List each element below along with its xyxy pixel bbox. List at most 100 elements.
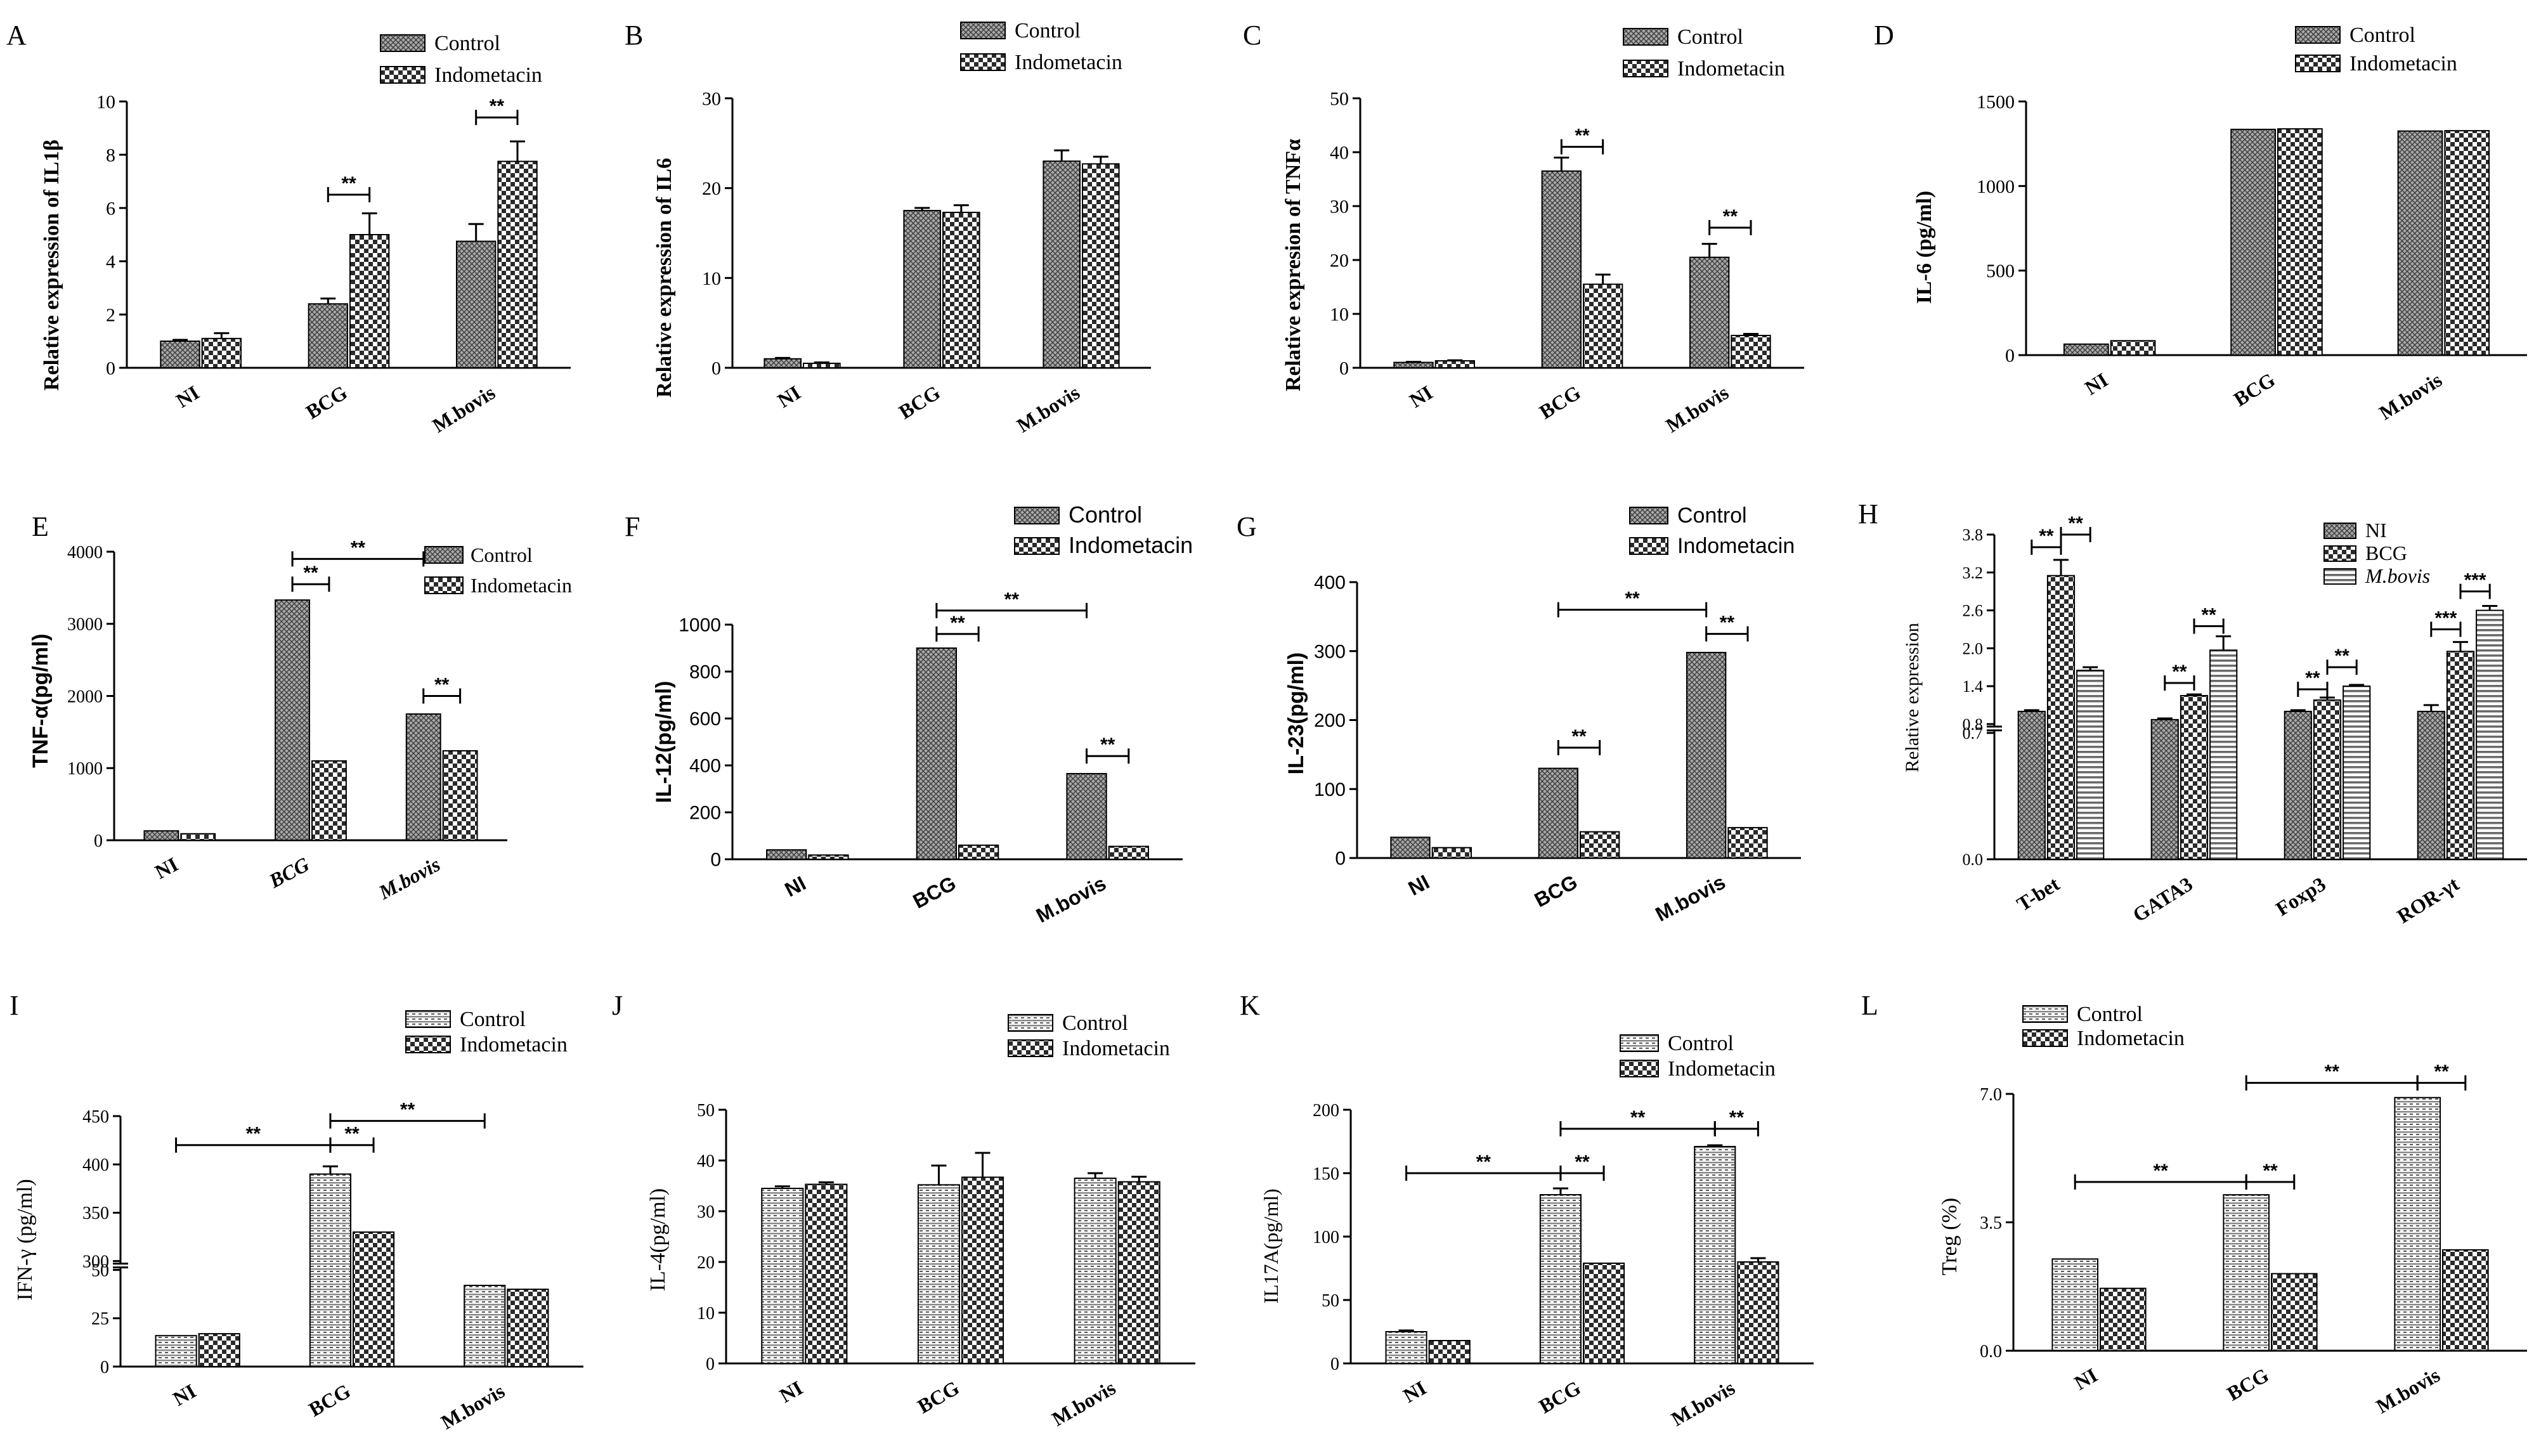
bar — [353, 1231, 395, 1367]
significance-label: ** — [2201, 604, 2216, 625]
x-tick-label: BCG — [1531, 870, 1582, 911]
bar — [456, 240, 497, 368]
significance-label: ** — [950, 613, 965, 634]
y-tick-label: 20 — [702, 178, 721, 199]
bar — [2076, 670, 2105, 860]
y-tick-label: 0 — [710, 850, 721, 871]
bar — [1393, 361, 1434, 368]
bar — [1108, 845, 1149, 861]
y-tick-label: 3.2 — [1963, 564, 1984, 582]
x-tick-label: NI — [773, 380, 804, 412]
panel-letter-D: D — [1874, 20, 1894, 51]
panel-letter-F: F — [625, 511, 640, 542]
y-tick-label: 10 — [702, 268, 721, 289]
bar — [1043, 160, 1081, 369]
panel-B: B Control Indometacin Relative expressio… — [625, 19, 1151, 437]
bar — [2476, 609, 2504, 861]
significance-label: ** — [1720, 613, 1735, 634]
x-tick-label: M.bovis — [428, 380, 499, 436]
y-tick-label: 0 — [2005, 346, 2015, 367]
bar — [349, 234, 390, 368]
legend-label: Control — [1668, 1032, 1734, 1055]
x-tick-label: BCG — [264, 852, 313, 892]
legend-label: Control — [1062, 1011, 1128, 1035]
bar — [2343, 686, 2371, 861]
y-tick-label: 0 — [1339, 358, 1349, 379]
y-tick-label: 400 — [689, 756, 721, 777]
y-tick-label: 0 — [1335, 848, 1346, 869]
y-axis-label: TNF-α(pg/ml) — [29, 634, 53, 768]
bar — [309, 1173, 351, 1367]
plot-area: 0 50 100 150 200 NI BCG M.bovis ** ** ** ** — [1313, 1101, 1814, 1431]
bar — [766, 849, 807, 860]
bar — [1385, 1331, 1427, 1364]
bar — [442, 750, 478, 841]
significance-label: ** — [2172, 661, 2187, 682]
legend-swatch — [1008, 1014, 1053, 1032]
y-tick-label: 10 — [96, 92, 115, 113]
bar — [1580, 831, 1620, 859]
y-tick-label: 1000 — [1977, 176, 2015, 197]
significance-label: ** — [246, 1124, 261, 1145]
significance-label: ** — [2154, 1160, 2169, 1181]
x-tick-label: NI — [1399, 1376, 1430, 1407]
significance-label: ** — [1625, 588, 1640, 609]
bar — [2063, 343, 2109, 356]
x-tick-label: BCG — [1535, 380, 1585, 423]
bar — [1731, 335, 1771, 368]
legend-L: Control Indometacin — [2022, 1003, 2185, 1050]
y-tick-label: 25 — [91, 1310, 109, 1329]
bar — [2313, 699, 2342, 861]
y-axis-label: IL-6 (pg/ml) — [1913, 191, 1936, 304]
bar — [2284, 710, 2312, 860]
panel-C: C Control Indometacin Relative expresion… — [1243, 20, 1804, 437]
significance-label: ** — [1004, 589, 1020, 610]
x-tick-label: BCG — [2230, 368, 2279, 410]
y-tick-label: 0 — [712, 358, 721, 379]
significance-label: ** — [2068, 513, 2083, 534]
x-tick-label: BCG — [302, 380, 351, 423]
legend-F: Control Indometacin — [1014, 502, 1193, 558]
legend-swatch — [2323, 568, 2356, 585]
legend-swatch — [1629, 507, 1668, 524]
plot-area: 0.0 0.70.8 1.4 2.0 2.6 3.2 3.8 T-bet GATA3 Foxp3 R… — [1963, 513, 2527, 928]
legend-swatch — [1014, 537, 1060, 555]
y-tick-label: 1500 — [1977, 92, 2015, 113]
significance-label: ** — [1571, 726, 1587, 747]
significance-label: ** — [2305, 668, 2320, 689]
x-tick-label: NI — [776, 1376, 807, 1407]
significance-label: ** — [1630, 1107, 1646, 1128]
x-tick-label: M.bovis — [1667, 1376, 1739, 1431]
y-tick-label: 100 — [1313, 1228, 1339, 1247]
bar — [2110, 340, 2156, 356]
significance-label: ** — [2434, 1062, 2449, 1082]
x-tick-label: Foxp3 — [2271, 872, 2329, 920]
bar — [2180, 694, 2209, 860]
legend-E: Control Indometacin — [424, 543, 572, 597]
legend-label: Indometacin — [434, 63, 542, 87]
plot-area: 0 10 20 30 40 50 NI BCG M.bovis ** ** — [1330, 89, 1804, 437]
y-axis-label: Relative expression — [1902, 623, 1923, 772]
bar — [311, 760, 347, 841]
legend-label: Control — [1677, 25, 1743, 49]
bar — [1583, 1263, 1625, 1364]
x-tick-label: T-bet — [2013, 872, 2063, 916]
panel-I: I Control Indometacin IFN-γ (pg/ml) 0 25 5… — [10, 990, 583, 1434]
y-tick-label: 800 — [689, 662, 721, 683]
y-tick-label: 10 — [1330, 304, 1349, 325]
x-tick-label: NI — [2070, 1363, 2102, 1394]
bar — [405, 713, 441, 841]
bar — [1066, 772, 1107, 860]
y-tick-label: 0 — [106, 358, 115, 379]
panel-E: E Control Indometacin TNF-α(pg/ml) 0 1000… — [29, 511, 572, 904]
y-tick-label: 200 — [689, 803, 721, 824]
plot-area: 0 200 400 600 800 1000 NI BCG M.bovis ** ** ** — [679, 589, 1183, 927]
bar — [1694, 1146, 1736, 1364]
axis-break-gap — [1987, 726, 2002, 731]
legend-swatch — [405, 1010, 451, 1028]
y-axis-label: Treg (%) — [1938, 1198, 1961, 1275]
plot-area: 0 10 20 30 NI BCG M.bovis — [702, 89, 1151, 437]
legend-I: Control Indometacin — [405, 1008, 568, 1056]
legend-K: Control Indometacin — [1620, 1032, 1776, 1081]
y-tick-label: 50 — [1322, 1291, 1339, 1311]
